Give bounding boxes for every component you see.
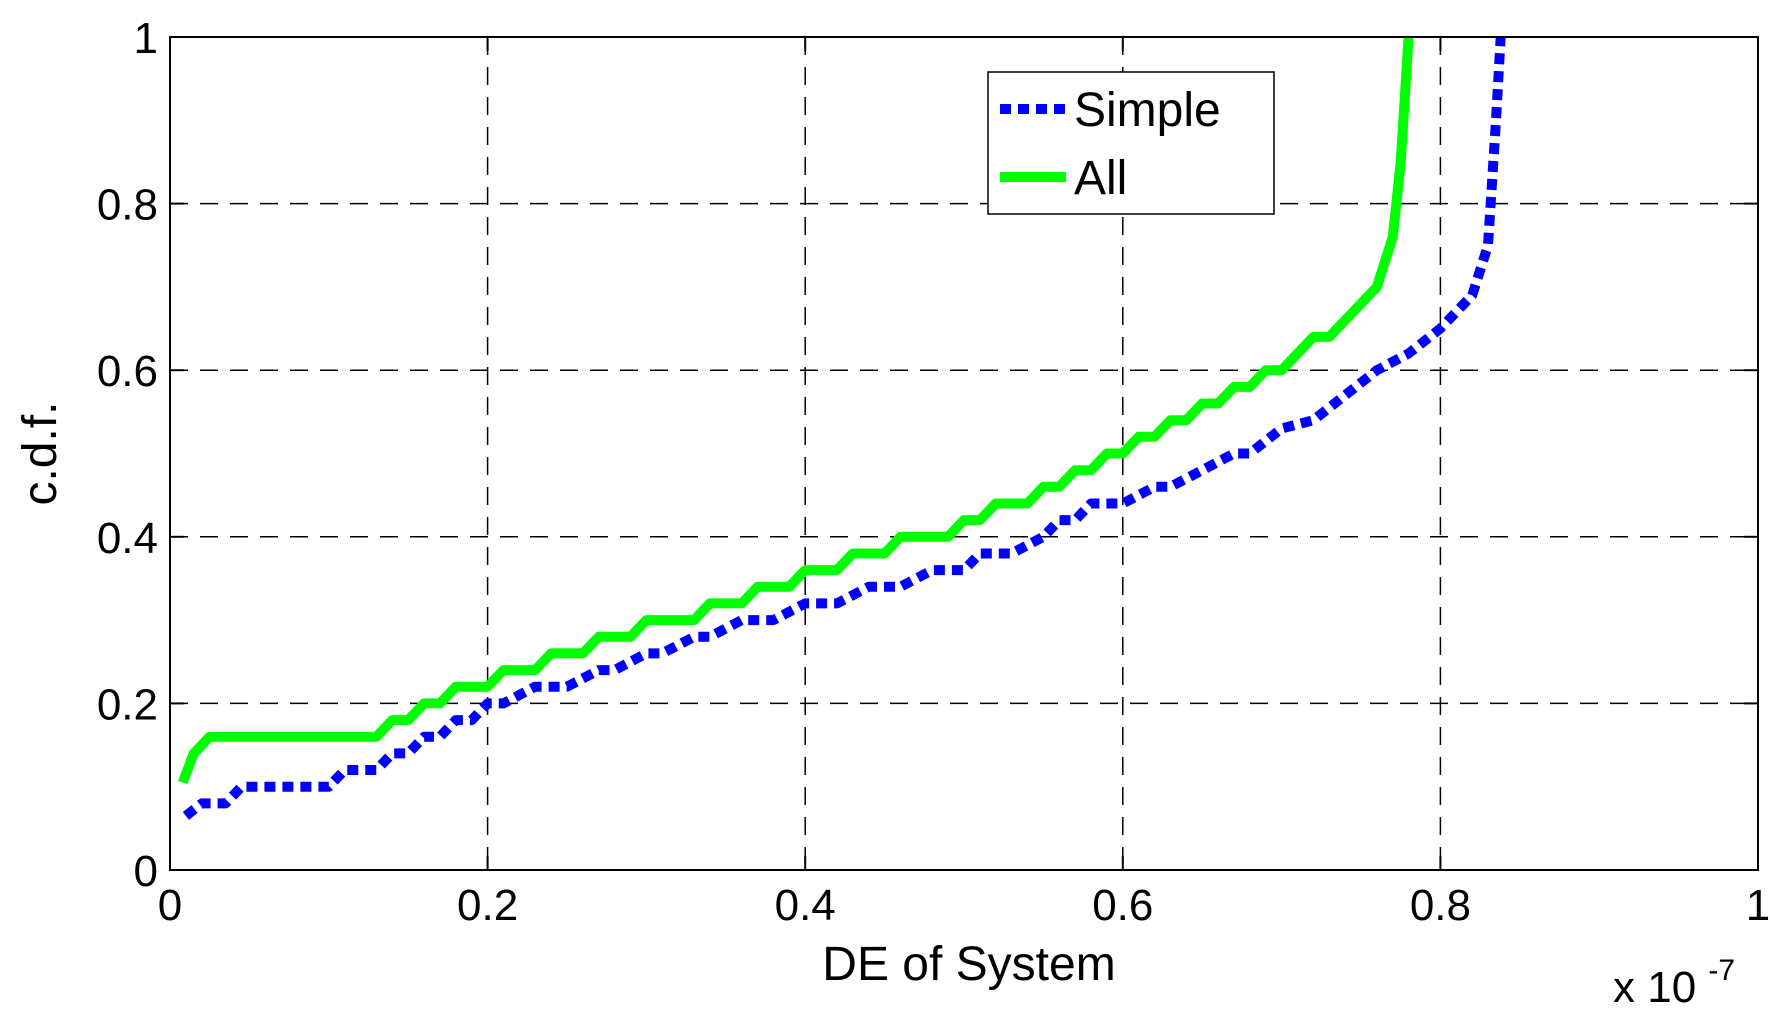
x-axis-multiplier-exponent: -7 [1708,954,1735,987]
x-tick-label: 0.4 [775,881,836,930]
series-line-simple [182,36,1506,820]
y-tick-label: 0.4 [97,514,158,563]
x-tick-label: 0.6 [1092,881,1153,930]
y-tick-label: 1 [134,14,158,63]
y-tick-label: 0.2 [97,680,158,729]
x-axis-multiplier-base: x 10 [1613,963,1696,1012]
x-tick-label: 0.8 [1410,881,1471,930]
plot-area-frame [169,36,1759,871]
grid-lines [170,37,1758,870]
x-tick-label: 0 [158,881,182,930]
y-tick-label: 0.6 [97,347,158,396]
y-tick-label: 0 [134,847,158,896]
x-tick-label: 1 [1746,881,1770,930]
series-lines [178,36,1506,820]
x-axis-multiplier: x 10 -7 [1613,954,1735,1012]
y-tick-label: 0.8 [97,181,158,230]
legend: Simple All [987,71,1275,215]
axis-ticks: 0 0.2 0.4 0.6 0.8 1 0 0.2 0.4 0.6 0.8 1 [97,14,1770,930]
x-tick-label: 0.2 [457,881,518,930]
x-axis-label: DE of System [822,938,1115,991]
legend-label-simple: Simple [1074,84,1221,137]
legend-box [987,71,1275,215]
series-line-all [178,36,1414,785]
y-axis-label: c.d.f. [14,401,67,505]
legend-label-all: All [1074,152,1127,205]
